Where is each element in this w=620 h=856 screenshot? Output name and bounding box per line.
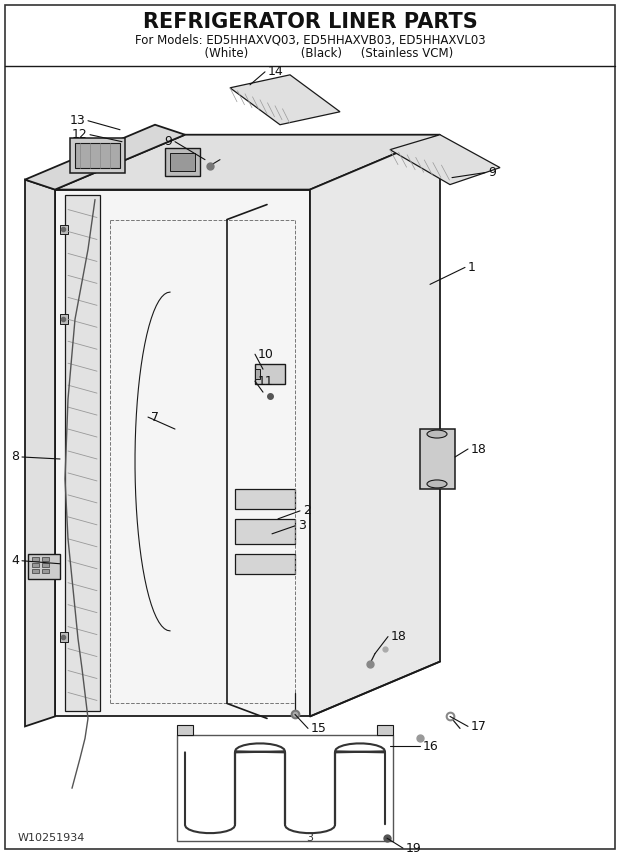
Polygon shape [75, 143, 120, 168]
Bar [42, 568, 49, 573]
Polygon shape [60, 314, 68, 324]
Polygon shape [255, 369, 260, 379]
Polygon shape [170, 152, 195, 170]
Polygon shape [28, 554, 60, 579]
Text: 13: 13 [69, 114, 85, 128]
Bar [32, 556, 39, 561]
Bar [42, 556, 49, 561]
Text: 2: 2 [303, 504, 311, 517]
Text: 11: 11 [258, 375, 274, 388]
Polygon shape [230, 74, 340, 125]
Text: 18: 18 [391, 630, 407, 643]
Text: eReplacementParts.com: eReplacementParts.com [234, 453, 386, 466]
Text: 8: 8 [11, 450, 19, 463]
Text: 3: 3 [306, 833, 314, 843]
Text: 12: 12 [71, 128, 87, 141]
Polygon shape [25, 125, 185, 189]
Text: 3: 3 [298, 520, 306, 532]
Polygon shape [310, 134, 440, 716]
Text: (White)              (Black)     (Stainless VCM): (White) (Black) (Stainless VCM) [167, 47, 453, 61]
Text: 4: 4 [11, 555, 19, 568]
Polygon shape [55, 189, 310, 716]
Text: 15: 15 [311, 722, 327, 735]
Text: 19: 19 [406, 841, 422, 854]
Bar [42, 562, 49, 567]
Polygon shape [165, 148, 200, 175]
Polygon shape [420, 429, 455, 489]
Text: 10: 10 [258, 348, 274, 360]
Text: 16: 16 [423, 740, 439, 753]
Text: W10251934: W10251934 [18, 833, 86, 843]
Text: 17: 17 [471, 720, 487, 733]
Polygon shape [60, 632, 68, 642]
Ellipse shape [427, 430, 447, 438]
Polygon shape [25, 180, 55, 727]
Text: REFRIGERATOR LINER PARTS: REFRIGERATOR LINER PARTS [143, 12, 477, 32]
Polygon shape [235, 554, 295, 574]
Polygon shape [177, 725, 193, 735]
Bar [32, 568, 39, 573]
Text: 14: 14 [268, 65, 284, 79]
Text: 9: 9 [488, 166, 496, 179]
Polygon shape [235, 489, 295, 508]
Polygon shape [60, 224, 68, 235]
Text: For Models: ED5HHAXVQ03, ED5HHAXVB03, ED5HHAXVL03: For Models: ED5HHAXVQ03, ED5HHAXVB03, ED… [135, 33, 485, 46]
Bar [32, 562, 39, 567]
Text: 7: 7 [151, 411, 159, 424]
Ellipse shape [427, 480, 447, 488]
Text: 18: 18 [471, 443, 487, 455]
Polygon shape [390, 134, 500, 185]
Polygon shape [235, 519, 295, 544]
Polygon shape [70, 138, 125, 173]
Text: 1: 1 [468, 261, 476, 274]
Polygon shape [377, 725, 393, 735]
Text: 9: 9 [164, 135, 172, 148]
Polygon shape [55, 134, 440, 189]
Polygon shape [255, 364, 285, 384]
Polygon shape [65, 194, 100, 711]
